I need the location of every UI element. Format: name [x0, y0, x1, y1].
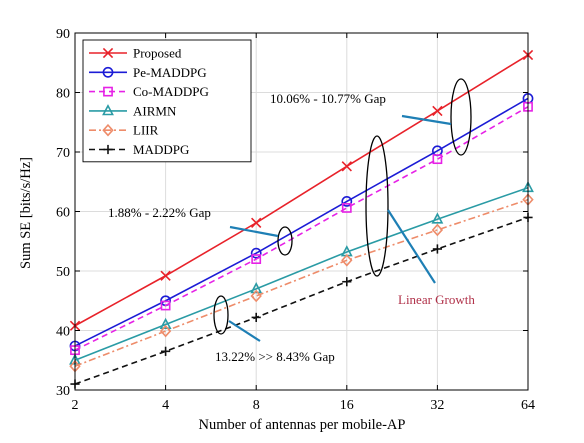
legend-marker — [103, 144, 113, 155]
linear-growth-arrow — [387, 209, 436, 284]
marker-stroke — [432, 105, 443, 117]
legend-marker — [102, 123, 114, 137]
y-tick-label: 90 — [56, 27, 70, 42]
gap-mid-label: 1.88% - 2.22% Gap — [108, 205, 211, 220]
y-tick-label: 70 — [56, 146, 70, 161]
legend-label: Proposed — [133, 46, 182, 61]
y-tick-label: 60 — [56, 206, 70, 221]
legend-item: Co-MADDPG — [89, 84, 209, 99]
data-point — [160, 270, 171, 281]
x-tick-label: 2 — [72, 398, 79, 413]
data-point — [341, 203, 352, 213]
data-point — [432, 105, 443, 117]
x-tick-label: 32 — [430, 398, 444, 413]
y-tick-label: 30 — [56, 384, 70, 399]
legend-marker — [102, 104, 114, 116]
gap-bottom-label: 13.22% >> 8.43% Gap — [215, 349, 335, 364]
x-tick-label: 4 — [162, 398, 169, 413]
legend: Proposed Pe-MADDPG Co-MADDPG AIRMN LIIR MADDP… — [82, 39, 252, 163]
x-tick-label: 16 — [340, 398, 354, 413]
y-axis-label: Sum SE [bits/s/Hz] — [18, 157, 34, 269]
legend-item: Proposed — [89, 46, 182, 61]
annotation-layer: 10.06% - 10.77% Gap 1.88% - 2.22% Gap 13… — [108, 78, 475, 364]
data-point — [341, 253, 353, 267]
series-line — [74, 186, 529, 361]
legend-item: MADDPG — [89, 142, 189, 157]
legend-label: MADDPG — [133, 142, 189, 157]
data-point — [159, 324, 172, 338]
legend-item: Pe-MADDPG — [89, 65, 207, 80]
legend-label: AIRMN — [133, 103, 177, 118]
legend-marker — [102, 47, 114, 59]
data-point — [342, 277, 352, 287]
series-liir — [69, 193, 534, 373]
gap-mid-arrow — [229, 225, 279, 238]
marker-stroke — [160, 270, 171, 281]
x-tick-label: 8 — [253, 398, 260, 413]
data-point — [251, 312, 261, 323]
data-point — [159, 317, 172, 329]
gap-bottom-arrow — [228, 320, 261, 342]
series-line — [74, 198, 529, 367]
linear-growth-label: Linear Growth — [398, 292, 475, 307]
gap-bottom-ellipse — [213, 295, 229, 335]
data-point — [250, 247, 262, 259]
gap-top-arrow — [401, 114, 452, 126]
legend-label: Pe-MADDPG — [133, 65, 207, 80]
marker-stroke — [251, 217, 262, 228]
data-point — [432, 244, 442, 254]
data-point — [161, 346, 171, 356]
legend-marker — [102, 66, 114, 78]
x-tick-label: 64 — [521, 398, 535, 413]
x-axis-label: Number of antennas per mobile-AP — [199, 417, 406, 433]
gap-mid-ellipse — [277, 226, 293, 256]
legend-label: Co-MADDPG — [133, 84, 209, 99]
series-line — [74, 106, 529, 351]
y-tick-label: 40 — [56, 325, 70, 340]
series-layer — [69, 49, 534, 389]
legend-item: AIRMN — [89, 103, 177, 118]
series-proposed — [69, 49, 534, 331]
series-line — [74, 97, 529, 347]
legend-label: LIIR — [133, 123, 159, 138]
axes-layer: 2 4 8 16 32 64 30 40 50 60 70 80 90 — [56, 27, 535, 413]
series-line — [74, 216, 529, 385]
legend-marker — [103, 86, 113, 97]
data-point — [250, 282, 263, 294]
data-point — [250, 289, 262, 303]
data-point — [431, 212, 444, 224]
series-line — [74, 54, 529, 327]
y-tick-label: 80 — [56, 87, 70, 102]
y-tick-label: 50 — [56, 265, 70, 280]
legend-item: LIIR — [89, 123, 159, 138]
data-point — [432, 154, 443, 165]
data-point — [431, 223, 444, 237]
gap-top-ellipse — [450, 78, 472, 156]
marker-stroke — [341, 161, 352, 172]
linear-growth-ellipse — [365, 135, 389, 277]
marker-stroke — [102, 47, 114, 59]
data-point — [341, 195, 353, 207]
data-point — [251, 217, 262, 228]
data-point — [160, 300, 171, 311]
gap-top-label: 10.06% - 10.77% Gap — [270, 91, 386, 106]
data-point — [251, 254, 262, 264]
data-point — [341, 161, 352, 172]
legend-box — [82, 39, 252, 163]
